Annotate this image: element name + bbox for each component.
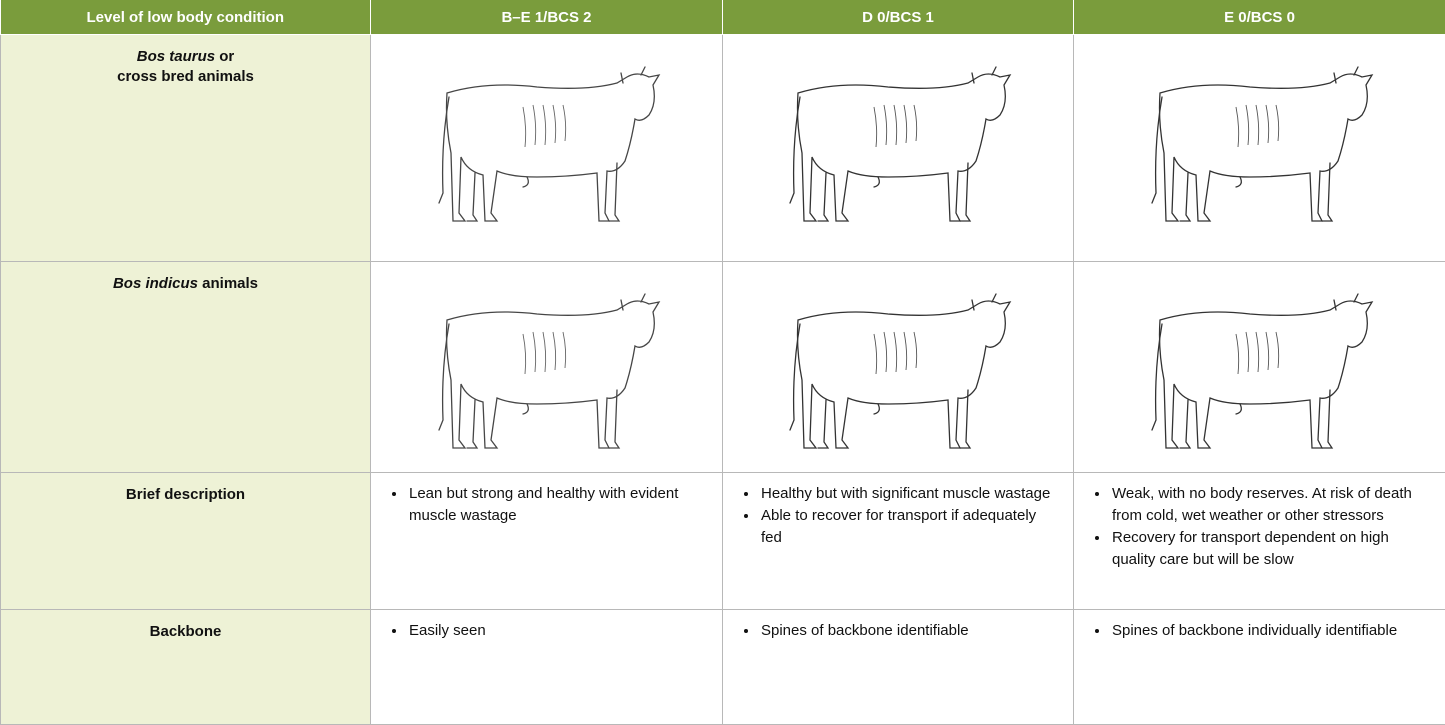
label-text: or: [219, 48, 235, 65]
text-cell: Spines of backbone identifiable: [722, 609, 1074, 725]
row-label: Backbone: [0, 609, 371, 725]
bullet-list: Easily seen: [371, 620, 722, 642]
bullet-item: Healthy but with significant muscle wast…: [759, 483, 1051, 505]
bullet-list: Weak, with no body reserves. At risk of …: [1074, 483, 1445, 571]
text-cell: Lean but strong and healthy with evident…: [370, 472, 723, 610]
text-cell: Easily seen: [370, 609, 723, 725]
text-cell: Spines of backbone individually identifi…: [1073, 609, 1445, 725]
label-italic: Bos taurus: [136, 48, 216, 65]
indicus-row: Bos indicus animals: [0, 261, 1445, 473]
image-cell: [1073, 261, 1445, 473]
description-row: Brief description Lean but strong and he…: [0, 472, 1445, 610]
header-cell: Level of low body condition: [0, 0, 371, 35]
bullet-list: Healthy but with significant muscle wast…: [723, 483, 1073, 549]
cow-drawing: [778, 53, 1018, 233]
image-cell: [1073, 34, 1445, 262]
bullet-list: Spines of backbone identifiable: [723, 620, 1073, 642]
row-label: Bos indicus animals: [0, 261, 371, 473]
row-label: Brief description: [0, 472, 371, 610]
header-cell: E 0/BCS 0: [1073, 0, 1445, 35]
bullet-item: Spines of backbone individually identifi…: [1110, 620, 1423, 642]
taurus-row: Bos taurus or cross bred animals: [0, 34, 1445, 262]
label-text: animals: [202, 275, 259, 292]
bullet-item: Spines of backbone identifiable: [759, 620, 1051, 642]
header-row: Level of low body condition B–E 1/BCS 2 …: [0, 0, 1445, 35]
bullet-item: Easily seen: [407, 620, 700, 642]
backbone-row: Backbone Easily seen Spines of backbone …: [0, 609, 1445, 725]
label-italic: Bos indicus: [112, 275, 198, 292]
header-cell: D 0/BCS 1: [722, 0, 1074, 35]
text-cell: Weak, with no body reserves. At risk of …: [1073, 472, 1445, 610]
bullet-list: Spines of backbone individually identifi…: [1074, 620, 1445, 642]
bullet-list: Lean but strong and healthy with evident…: [371, 483, 722, 527]
cow-drawing: [427, 53, 667, 233]
image-cell: [722, 34, 1074, 262]
cow-drawing: [1140, 53, 1380, 233]
image-cell: [370, 261, 723, 473]
cow-drawing: [1140, 280, 1380, 460]
bullet-item: Recovery for transport dependent on high…: [1110, 527, 1423, 571]
image-cell: [722, 261, 1074, 473]
text-cell: Healthy but with significant muscle wast…: [722, 472, 1074, 610]
bullet-item: Lean but strong and healthy with evident…: [407, 483, 700, 527]
cow-drawing: [778, 280, 1018, 460]
cow-drawing: [427, 280, 667, 460]
bullet-item: Able to recover for transport if adequat…: [759, 505, 1051, 549]
header-cell: B–E 1/BCS 2: [370, 0, 723, 35]
row-label: Bos taurus or cross bred animals: [0, 34, 371, 262]
image-cell: [370, 34, 723, 262]
bullet-item: Weak, with no body reserves. At risk of …: [1110, 483, 1423, 527]
label-text: cross bred animals: [117, 68, 254, 85]
